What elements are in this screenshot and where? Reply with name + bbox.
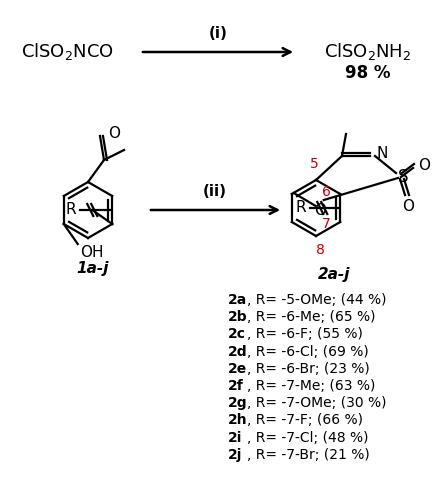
- Text: O: O: [402, 199, 414, 214]
- Text: 2e: 2e: [228, 362, 247, 376]
- Text: ClSO$_2$NH$_2$: ClSO$_2$NH$_2$: [324, 42, 412, 62]
- Text: 2a-j: 2a-j: [318, 268, 350, 282]
- Text: (ii): (ii): [203, 184, 227, 200]
- Text: 98 %: 98 %: [345, 64, 391, 82]
- Text: S: S: [398, 168, 409, 186]
- Text: 2d: 2d: [228, 344, 248, 358]
- Text: 2b: 2b: [228, 310, 248, 324]
- Text: O: O: [108, 126, 120, 142]
- Text: 5: 5: [310, 157, 319, 171]
- Text: , R= -6-F; (55 %): , R= -6-F; (55 %): [247, 328, 363, 342]
- Text: , R= -7-Me; (63 %): , R= -7-Me; (63 %): [247, 379, 375, 393]
- Text: O: O: [314, 203, 326, 218]
- Text: , R= -6-Cl; (69 %): , R= -6-Cl; (69 %): [247, 344, 369, 358]
- Text: 2f: 2f: [228, 379, 244, 393]
- Text: OH: OH: [80, 245, 103, 260]
- Text: 2g: 2g: [228, 396, 248, 410]
- Text: 2i: 2i: [228, 430, 242, 444]
- Text: , R= -7-Cl; (48 %): , R= -7-Cl; (48 %): [247, 430, 369, 444]
- Text: 7: 7: [322, 217, 331, 231]
- Text: 2a: 2a: [228, 293, 247, 307]
- Text: , R= -7-OMe; (30 %): , R= -7-OMe; (30 %): [247, 396, 387, 410]
- Text: , R= -7-Br; (21 %): , R= -7-Br; (21 %): [247, 448, 370, 462]
- Text: , R= -6-Me; (65 %): , R= -6-Me; (65 %): [247, 310, 375, 324]
- Text: O: O: [418, 158, 430, 174]
- Text: , R= -6-Br; (23 %): , R= -6-Br; (23 %): [247, 362, 370, 376]
- Text: (i): (i): [209, 26, 228, 40]
- Text: N: N: [376, 146, 388, 162]
- Text: 2c: 2c: [228, 328, 246, 342]
- Text: 1a-j: 1a-j: [77, 260, 109, 276]
- Text: R: R: [296, 200, 306, 216]
- Text: 6: 6: [322, 185, 331, 199]
- Text: , R= -7-F; (66 %): , R= -7-F; (66 %): [247, 414, 363, 428]
- Text: , R= -5-OMe; (44 %): , R= -5-OMe; (44 %): [247, 293, 387, 307]
- Text: 2h: 2h: [228, 414, 248, 428]
- Text: R: R: [65, 202, 76, 218]
- Text: ClSO$_2$NCO: ClSO$_2$NCO: [22, 42, 115, 62]
- Text: 8: 8: [315, 243, 324, 257]
- Text: 2j: 2j: [228, 448, 242, 462]
